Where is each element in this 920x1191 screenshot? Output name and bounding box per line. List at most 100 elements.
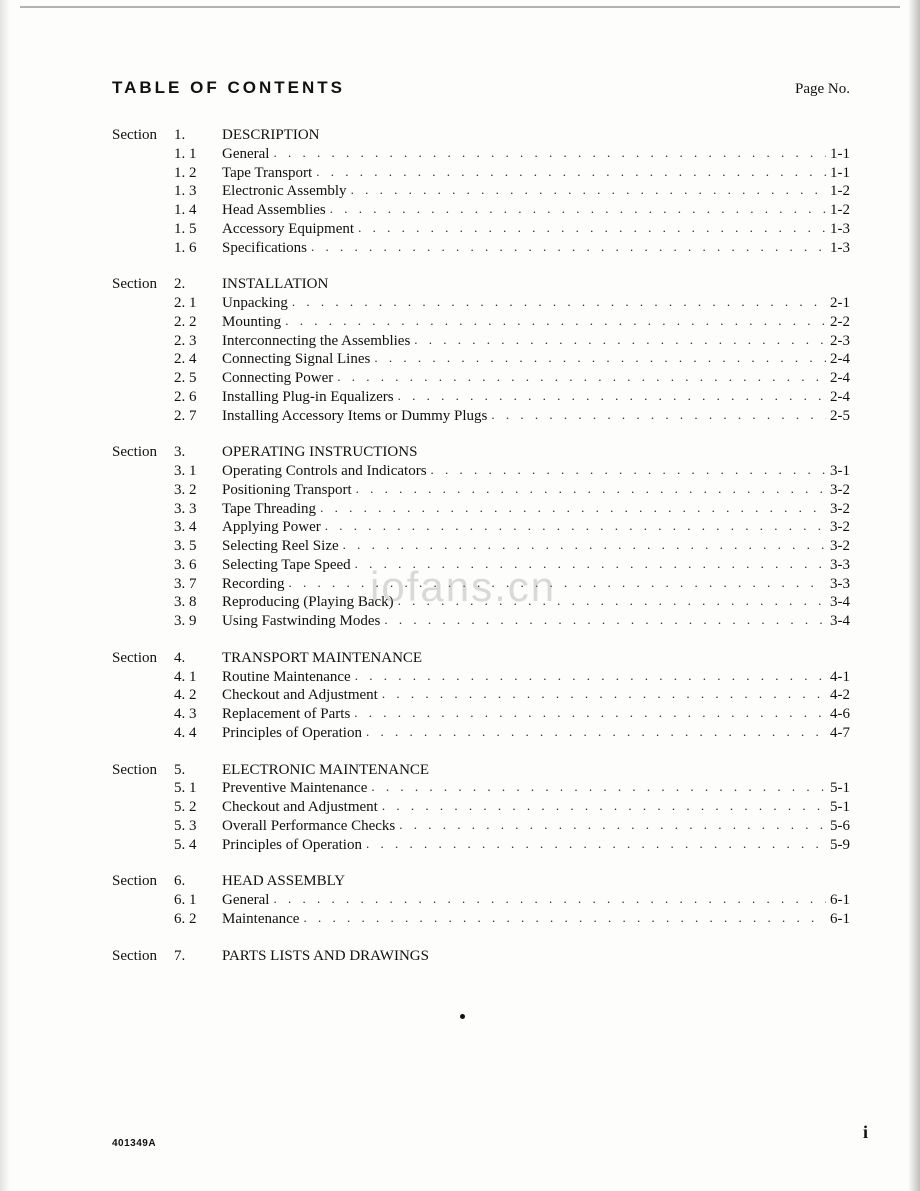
entry-title: Head Assemblies [222,201,328,220]
entry-number: 2. 3 [174,332,222,351]
section-heading-row: Section7.PARTS LISTS AND DRAWINGS [112,947,850,966]
scan-artifact-left [0,0,10,1191]
section-heading: OPERATING INSTRUCTIONS [222,443,419,462]
section-number: 1. [174,126,222,145]
section-heading: TRANSPORT MAINTENANCE [222,649,424,668]
toc-entry: 4. 3Replacement of Parts . . . . . . . .… [112,705,850,724]
toc-entry: 1. 5Accessory Equipment . . . . . . . . … [112,220,850,239]
entry-title: Accessory Equipment [222,220,356,239]
leader-dots: . . . . . . . . . . . . . . . . . . . . … [335,369,826,385]
leader-dots: . . . . . . . . . . . . . . . . . . . . … [353,668,826,684]
entry-number: 3. 9 [174,612,222,631]
entry-title: Reproducing (Playing Back) [222,593,396,612]
toc-entry: 2. 7Installing Accessory Items or Dummy … [112,407,850,426]
entry-page: 2-4 [826,388,850,407]
toc-entry: 2. 4Connecting Signal Lines . . . . . . … [112,350,850,369]
section-label: Section [112,126,174,145]
roman-page-number: i [863,1122,868,1143]
entry-title: Interconnecting the Assemblies [222,332,412,351]
leader-dots: . . . . . . . . . . . . . . . . . . . . … [349,182,826,198]
leader-dots: . . . . . . . . . . . . . . . . . . . . … [372,350,826,366]
entry-title: Routine Maintenance [222,668,353,687]
entry-page: 5-9 [826,836,850,855]
section-heading-row: Section1.DESCRIPTION [112,126,850,145]
entry-page: 1-3 [826,239,850,258]
section-heading: HEAD ASSEMBLY [222,872,347,891]
entry-number: 5. 1 [174,779,222,798]
entry-number: 5. 3 [174,817,222,836]
leader-dots: . . . . . . . . . . . . . . . . . . . . … [382,612,826,628]
entry-page: 2-4 [826,350,850,369]
toc-entry: 3. 9Using Fastwinding Modes . . . . . . … [112,612,850,631]
entry-number: 2. 7 [174,407,222,426]
header-row: TABLE OF CONTENTS Page No. [112,78,850,98]
entry-number: 3. 4 [174,518,222,537]
entry-number: 3. 7 [174,575,222,594]
leader-dots: . . . . . . . . . . . . . . . . . . . . … [301,910,826,926]
toc-section: Section7.PARTS LISTS AND DRAWINGS [112,947,850,966]
entry-title: Maintenance [222,910,301,929]
leader-dots: . . . . . . . . . . . . . . . . . . . . … [489,407,826,423]
toc-entry: 3. 4Applying Power . . . . . . . . . . .… [112,518,850,537]
entry-page: 3-2 [826,518,850,537]
entry-title: Recording [222,575,286,594]
entry-page: 3-4 [826,593,850,612]
entry-page: 3-4 [826,612,850,631]
leader-dots: . . . . . . . . . . . . . . . . . . . . … [341,537,826,553]
toc-entry: 5. 3Overall Performance Checks . . . . .… [112,817,850,836]
section-label: Section [112,761,174,780]
leader-dots: . . . . . . . . . . . . . . . . . . . . … [380,686,826,702]
entry-number: 3. 3 [174,500,222,519]
leader-dots: . . . . . . . . . . . . . . . . . . . . … [356,220,826,236]
entry-number: 5. 4 [174,836,222,855]
entry-page: 3-2 [826,500,850,519]
entry-page: 4-7 [826,724,850,743]
entry-page: 4-2 [826,686,850,705]
entry-number: 2. 2 [174,313,222,332]
entry-number: 1. 5 [174,220,222,239]
toc-entry: 3. 3Tape Threading . . . . . . . . . . .… [112,500,850,519]
toc-entry: 1. 2Tape Transport . . . . . . . . . . .… [112,164,850,183]
toc-entry: 3. 7Recording . . . . . . . . . . . . . … [112,575,850,594]
entry-title: Using Fastwinding Modes [222,612,382,631]
section-heading: DESCRIPTION [222,126,322,145]
section-number: 2. [174,275,222,294]
leader-dots: . . . . . . . . . . . . . . . . . . . . … [380,798,826,814]
entry-page: 1-3 [826,220,850,239]
entry-number: 3. 2 [174,481,222,500]
toc-section: Section1.DESCRIPTION1. 1General . . . . … [112,126,850,257]
entry-number: 1. 2 [174,164,222,183]
entry-title: Connecting Signal Lines [222,350,372,369]
entry-number: 4. 4 [174,724,222,743]
toc-entry: 2. 1Unpacking . . . . . . . . . . . . . … [112,294,850,313]
toc-section: Section5.ELECTRONIC MAINTENANCE5. 1Preve… [112,761,850,855]
entry-number: 3. 1 [174,462,222,481]
entry-page: 6-1 [826,910,850,929]
entry-number: 1. 4 [174,201,222,220]
section-heading: INSTALLATION [222,275,330,294]
toc-section: Section3.OPERATING INSTRUCTIONS3. 1Opera… [112,443,850,631]
toc-title: TABLE OF CONTENTS [112,78,345,98]
entry-page: 3-3 [826,556,850,575]
leader-dots: . . . . . . . . . . . . . . . . . . . . … [354,481,826,497]
toc-entry: 1. 6Specifications . . . . . . . . . . .… [112,239,850,258]
section-number: 6. [174,872,222,891]
entry-number: 1. 3 [174,182,222,201]
leader-dots: . . . . . . . . . . . . . . . . . . . . … [396,593,826,609]
leader-dots: . . . . . . . . . . . . . . . . . . . . … [290,294,826,310]
leader-dots: . . . . . . . . . . . . . . . . . . . . … [323,518,826,534]
entry-number: 6. 2 [174,910,222,929]
entry-number: 3. 6 [174,556,222,575]
section-label: Section [112,275,174,294]
doc-number-footer: 401349A [112,1138,156,1149]
entry-title: Installing Plug-in Equalizers [222,388,396,407]
entry-title: Electronic Assembly [222,182,349,201]
entry-page: 5-1 [826,779,850,798]
entry-title: Tape Threading [222,500,318,519]
entry-page: 2-1 [826,294,850,313]
entry-page: 3-2 [826,537,850,556]
section-number: 7. [174,947,222,966]
entry-page: 5-6 [826,817,850,836]
leader-dots: . . . . . . . . . . . . . . . . . . . . … [318,500,826,516]
section-heading-row: Section6.HEAD ASSEMBLY [112,872,850,891]
